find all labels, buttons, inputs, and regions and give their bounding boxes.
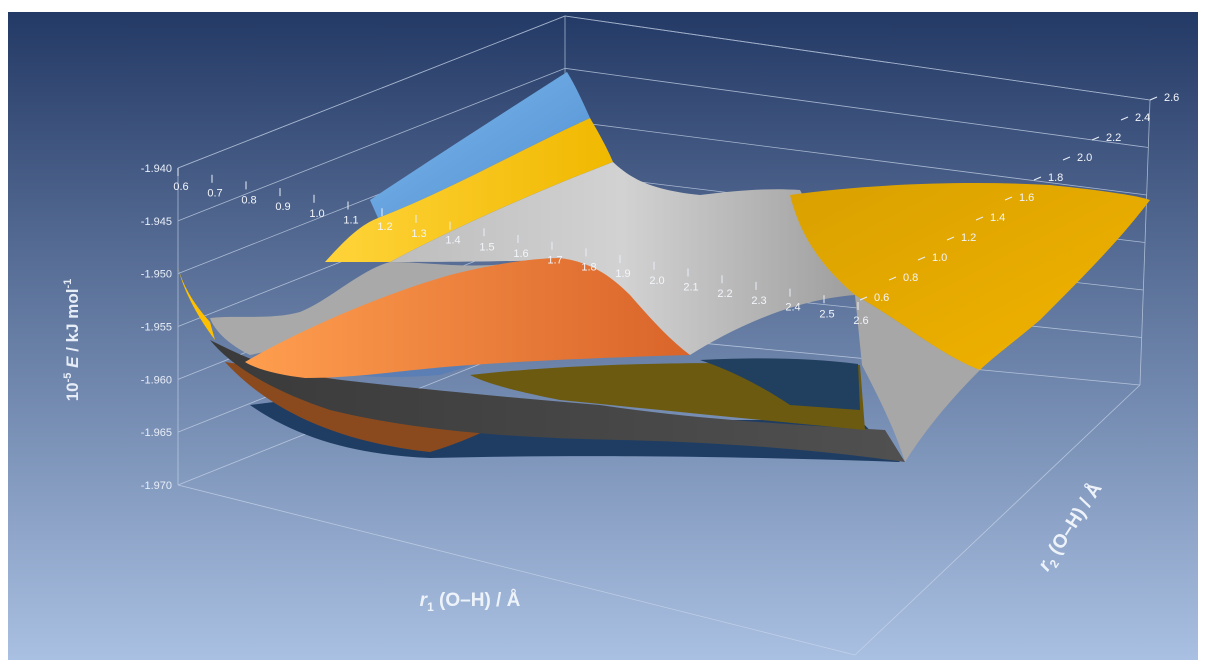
- z-title-prefix-sup: -5: [62, 373, 74, 383]
- y-tick-mark: [1149, 96, 1158, 101]
- x-tick-label: 1.5: [479, 241, 494, 253]
- x-tick-label: 2.1: [683, 282, 698, 294]
- y-tick-mark: [975, 216, 984, 221]
- surface-band-teal: [700, 358, 860, 410]
- z-title-unit-sup: -1: [62, 279, 74, 289]
- surface-band-gold-right: [790, 183, 1150, 370]
- x-tick-label: 1.4: [445, 235, 460, 247]
- box-edge: [1139, 99, 1151, 386]
- x-axis-title: r1 (O–H) / Å: [420, 590, 521, 614]
- x-tick-label: 2.4: [785, 302, 800, 314]
- surface-band-blue: [370, 72, 590, 218]
- box-edge: [177, 15, 566, 169]
- y-tick-label: 1.4: [990, 212, 1005, 224]
- x-tick-label: 0.9: [275, 201, 290, 213]
- box-edge: [854, 384, 1141, 656]
- surface-band-dark: [210, 340, 905, 462]
- y-axis-ticks: 0.6 0.8 1.0 1.2 1.4 1.6 1.8 2.0 2.2 2.4 2.6: [859, 92, 1179, 304]
- y-tick-mark: [1091, 136, 1100, 141]
- y-tick-label: 2.2: [1106, 132, 1121, 144]
- x-tick-label: 1.2: [377, 221, 392, 233]
- y-tick-label: 2.0: [1077, 152, 1092, 164]
- y-tick-mark: [946, 236, 955, 241]
- x-tick-label: 2.5: [819, 308, 834, 320]
- x-title-sub: 1: [427, 600, 434, 614]
- y-tick-label: 1.0: [932, 252, 947, 264]
- gridline-back-wall: [564, 120, 1147, 196]
- surface-band-grey-center: [390, 162, 855, 355]
- z-tick-label: -1.965: [141, 427, 172, 439]
- x-tick-label: 2.0: [649, 275, 664, 287]
- y-tick-mark: [1004, 196, 1013, 201]
- x-axis-ticks: 0.6 0.7 0.8 0.9 1.0 1.1 1.2 1.3 1.4 1.5 1.6 1.7 1.8 1…: [173, 168, 869, 327]
- x-tick-label: 1.9: [615, 268, 630, 280]
- x-tick-label: 1.7: [547, 255, 562, 267]
- y-tick-mark: [888, 276, 897, 281]
- y-tick-label: 1.2: [961, 232, 976, 244]
- surface-band-gold-upper: [325, 118, 613, 262]
- x-tick-label: 2.3: [751, 295, 766, 307]
- x-tick-label: 0.6: [173, 181, 188, 193]
- x-tick-label: 0.7: [207, 188, 222, 200]
- x-tick-label: 1.3: [411, 228, 426, 240]
- surface-band-orange: [245, 258, 690, 378]
- gridline-left-wall: [177, 67, 566, 222]
- z-tick-label: -1.970: [141, 480, 172, 492]
- surface-band-gold-left: [178, 268, 215, 340]
- z-tick-label: -1.950: [141, 269, 172, 281]
- y-tick-mark: [859, 296, 868, 301]
- y-tick-mark: [1062, 156, 1071, 161]
- z-tick-label: -1.960: [141, 374, 172, 386]
- y-tick-mark: [1033, 176, 1042, 181]
- x-title-var: r: [420, 590, 429, 611]
- energy-surface: [178, 72, 1150, 462]
- x-tick-label: 1.8: [581, 261, 596, 273]
- z-axis-title: 10-5 E / kJ mol-1: [62, 279, 82, 402]
- z-tick-label: -1.945: [141, 216, 172, 228]
- z-tick-label: -1.955: [141, 322, 172, 334]
- y-tick-label: 1.6: [1019, 192, 1034, 204]
- box-edge: [177, 484, 856, 656]
- z-title-var: E: [63, 356, 82, 368]
- z-tick-label: -1.940: [141, 163, 172, 175]
- gridline-back-wall: [564, 67, 1149, 148]
- y-tick-mark: [1120, 116, 1129, 121]
- x-tick-label: 2.2: [717, 288, 732, 300]
- y-tick-label: 0.6: [874, 292, 889, 304]
- z-title-unit: / kJ mol: [63, 288, 82, 356]
- z-title-prefix: 10: [63, 382, 82, 401]
- y-tick-label: 2.4: [1135, 112, 1150, 124]
- x-tick-label: 1.0: [309, 208, 324, 220]
- x-tick-label: 1.6: [513, 248, 528, 260]
- y-tick-label: 2.6: [1164, 92, 1179, 104]
- x-tick-label: 0.8: [241, 194, 256, 206]
- x-tick-label: 1.1: [343, 215, 358, 227]
- surface-band-grey-right: [855, 295, 980, 462]
- z-axis-ticks: -1.940 -1.945 -1.950 -1.955 -1.960 -1.965 -1.9…: [141, 163, 172, 492]
- y-tick-mark: [917, 256, 926, 261]
- box-edge: [564, 15, 1151, 101]
- x-title-rest: (O–H) / Å: [434, 590, 521, 611]
- x-tick-label: 2.6: [853, 315, 868, 327]
- y-tick-label: 1.8: [1048, 172, 1063, 184]
- y-tick-label: 0.8: [903, 272, 918, 284]
